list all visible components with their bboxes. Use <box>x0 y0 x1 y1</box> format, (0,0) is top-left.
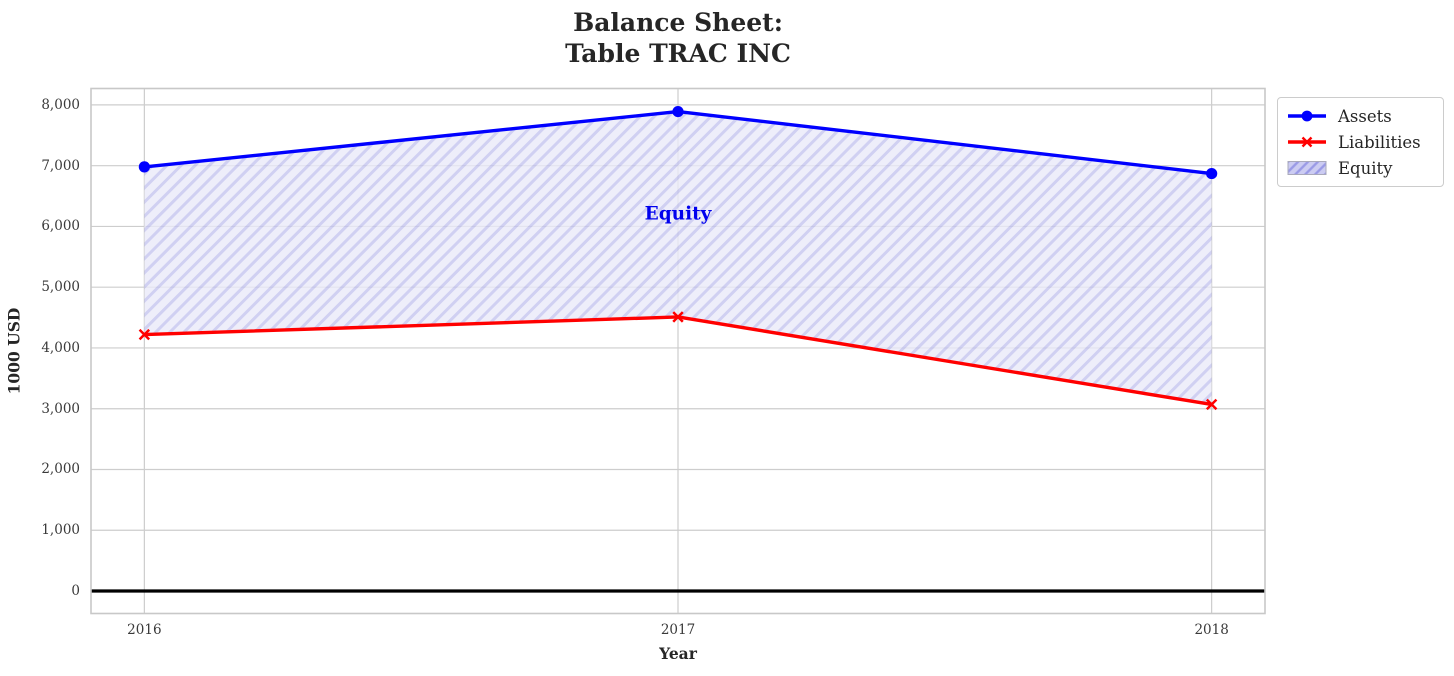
y-tick-label: 1,000 <box>41 522 80 539</box>
x-tick-label: 2016 <box>127 622 162 638</box>
plot-border <box>90 87 1266 615</box>
equity-annotation: Equity <box>644 203 712 225</box>
equity-area <box>144 111 1212 405</box>
y-tick-label: 2,000 <box>41 461 80 478</box>
assets-marker <box>138 161 150 173</box>
x-tick-label: 2018 <box>1194 622 1229 638</box>
equity-legend-swatch <box>1287 161 1327 175</box>
liabilities-legend-swatch <box>1288 136 1326 148</box>
assets-marker <box>672 105 684 118</box>
liabilities-marker <box>1205 398 1218 411</box>
y-tick-label: 3,000 <box>41 400 80 417</box>
legend-label-equity: Equity <box>1338 158 1393 178</box>
y-tick-label: 6,000 <box>41 218 80 235</box>
legend-label-assets: Assets <box>1338 106 1392 126</box>
chart-title: Balance Sheet: Table TRAC INC <box>565 8 791 68</box>
y-tick-label: 0 <box>71 583 80 600</box>
assets-marker <box>1206 167 1218 180</box>
assets-legend-swatch <box>1288 110 1326 122</box>
legend-item-assets: Assets <box>1285 105 1433 127</box>
legend: Assets Liabilities <box>1277 97 1444 187</box>
y-tick-label: 4,000 <box>41 339 80 356</box>
y-tick-label: 8,000 <box>41 96 80 113</box>
legend-item-liabilities: Liabilities <box>1285 131 1433 153</box>
y-tick-label: 5,000 <box>41 279 80 296</box>
legend-label-liabilities: Liabilities <box>1338 132 1421 152</box>
y-tick-label: 7,000 <box>41 157 80 174</box>
legend-item-equity: Equity <box>1285 157 1433 179</box>
liabilities-marker <box>672 311 684 323</box>
liabilities-marker <box>138 328 151 341</box>
x-axis-label: Year <box>659 644 697 663</box>
x-tick-label: 2017 <box>660 622 696 638</box>
